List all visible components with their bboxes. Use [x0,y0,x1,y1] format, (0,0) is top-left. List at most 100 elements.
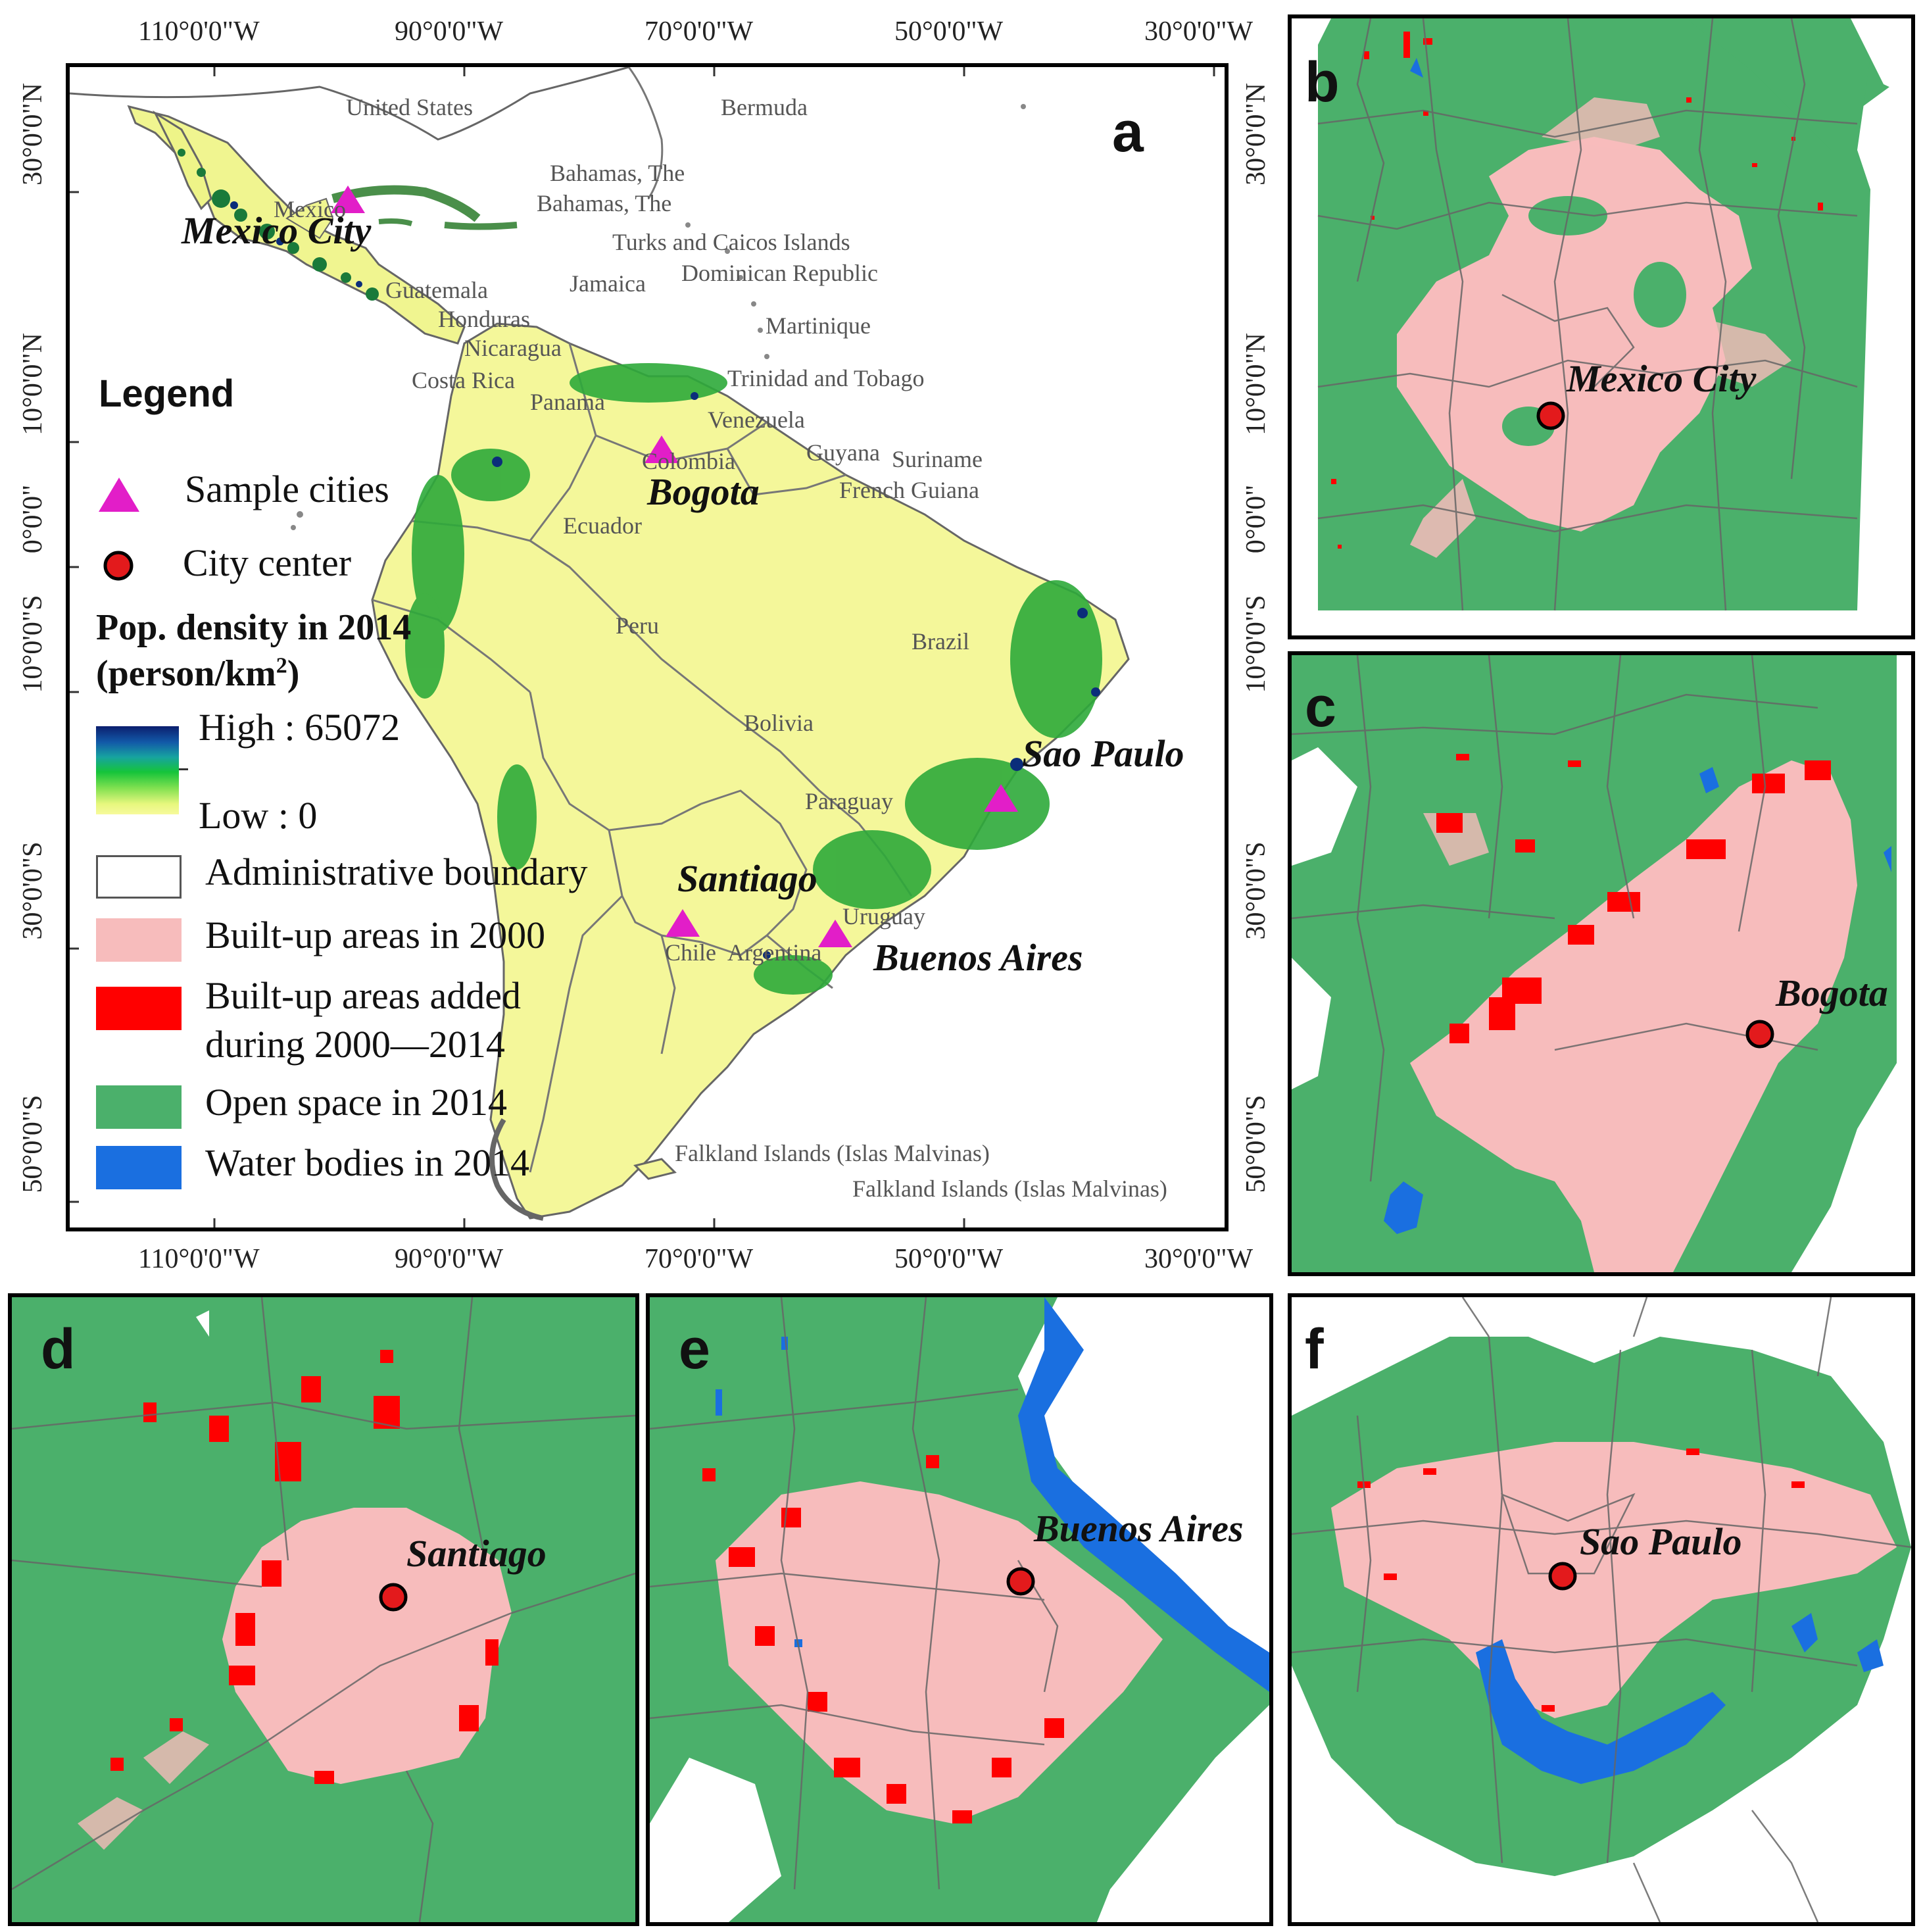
panel-f-sao-paulo: f Sao Paulo [1288,1293,1915,1926]
country-label: Uruguay [842,903,925,929]
legend-swatch-open-space [96,1085,182,1129]
panel-b-city-label: Mexico City [1567,357,1757,400]
sao-paulo-builtup [1331,1442,1897,1718]
country-label: Bahamas, The [537,190,672,216]
bottom-tick-50w: 50°0'0"W [894,1244,1004,1274]
country-label: Costa Rica [412,367,515,393]
panel-c-letter: c [1305,676,1336,739]
country-label: Guatemala [385,277,488,303]
sao-paulo-reservoir [1476,1639,1726,1784]
left-tick-30n: 30°0'0"N [18,83,48,186]
buenos-aires-center [1006,1567,1035,1596]
country-label: Bermuda [721,94,808,120]
country-label: Falkland Islands (Islas Malvinas) [675,1140,990,1166]
panel-a-geography [70,67,1215,1227]
legend-low-value: Low : 0 [199,794,318,837]
country-label: Suriname [892,446,983,472]
country-label: Argentina [727,939,822,966]
legend-swatch-builtup-2000 [96,918,182,962]
top-tick-30w: 30°0'0"W [1144,16,1254,47]
panel-f-map [1292,1297,1911,1922]
triangle-sao-paulo [984,784,1018,812]
right-tick-30s: 30°0'0"S [1241,841,1271,940]
legend-city-center: City center [183,541,352,584]
country-label: Chile [665,939,716,966]
bottom-tick-110w: 110°0'0"W [138,1244,260,1274]
panel-d-santiago: d Santiago [8,1293,639,1926]
sao-paulo-center [1548,1562,1577,1591]
country-label: Mexico [274,196,346,222]
city-label-santiago: Santiago [677,857,817,900]
legend-city-center-icon [103,551,134,581]
right-tick-0: 0°0'0" [1241,484,1271,554]
country-label: Venezuela [708,407,805,433]
city-label-sao-paulo: Sao Paulo [1022,732,1184,775]
unit-text: (person/km [96,653,276,694]
panel-a-letter: a [1112,101,1144,164]
country-label: Panama [530,389,605,415]
legend-swatch-water [96,1146,182,1189]
country-label: Martinique [766,312,871,339]
country-label: Brazil [912,628,969,655]
country-label: French Guiana [839,477,979,503]
panel-b-letter: b [1305,51,1340,114]
right-tick-30n: 30°0'0"N [1241,83,1271,186]
country-label: Dominican Republic [681,260,878,286]
panel-c-city-label: Bogota [1776,972,1888,1014]
legend-title: Legend [99,372,235,415]
panel-c-bogota: c Bogota [1288,651,1915,1276]
legend-builtup-2000: Built-up areas in 2000 [205,914,546,956]
legend-swatch-admin [96,855,182,899]
country-label: Bolivia [744,710,814,736]
triangle-bogota [645,435,679,463]
bottom-tick-30w: 30°0'0"W [1144,1244,1254,1274]
triangle-buenos-aires [818,920,852,947]
legend-builtup-added-2: during 2000—2014 [205,1023,505,1066]
unit-close: ) [287,653,300,694]
panel-f-letter: f [1305,1318,1324,1381]
legend-ramp-tick [179,768,188,770]
legend-pop-density-unit: (person/km2) [96,653,299,695]
left-tick-50s: 50°0'0"S [18,1095,48,1193]
country-label: United States [346,94,473,120]
right-tick-10n: 10°0'0"N [1241,333,1271,435]
panel-e-map [650,1297,1269,1922]
legend-swatch-builtup-added [96,987,182,1030]
bogota-builtup [1410,760,1857,1272]
country-label: Bahamas, The [550,160,685,186]
legend-high-value: High : 65072 [199,706,401,749]
panel-e-letter: e [679,1318,710,1381]
left-tick-10s: 10°0'0"S [18,595,48,693]
right-tick-10s: 10°0'0"S [1241,595,1271,693]
triangle-santiago [666,909,700,937]
city-label-mexico-city: Mexico City [182,209,372,252]
country-label: Jamaica [570,270,646,297]
panel-d-map [12,1297,635,1922]
panel-e-buenos-aires: e Buenos Aires [646,1293,1273,1926]
panel-e-city-label: Buenos Aires [1034,1507,1244,1550]
mexico-builtup [1397,137,1752,532]
south-america-landmass [371,322,1130,1220]
santiago-builtup [222,1508,512,1784]
city-label-bogota: Bogota [647,470,760,513]
left-tick-30s: 30°0'0"S [18,841,48,940]
panel-c-map [1292,655,1897,1272]
top-tick-110w: 110°0'0"W [138,16,260,47]
right-tick-50s: 50°0'0"S [1241,1095,1271,1193]
left-tick-0: 0°0'0" [18,484,48,554]
legend-triangle-icon [99,478,139,512]
legend-density-ramp [96,726,179,814]
panel-d-letter: d [41,1318,76,1381]
top-tick-50w: 50°0'0"W [894,16,1004,47]
legend-admin-boundary: Administrative boundary [205,851,588,893]
triangle-mexico-city [331,186,365,213]
left-tick-10n: 10°0'0"N [18,333,48,435]
country-label: Trinidad and Tobago [727,365,925,391]
country-label: Guyana [806,439,880,466]
panel-f-city-label: Sao Paulo [1580,1520,1742,1563]
bottom-tick-70w: 70°0'0"W [645,1244,754,1274]
legend-sample-cities: Sample cities [185,468,389,510]
panel-b-map [1317,18,1911,635]
legend-pop-density-title: Pop. density in 2014 [96,607,412,648]
legend-builtup-added-1: Built-up areas added [205,974,521,1017]
